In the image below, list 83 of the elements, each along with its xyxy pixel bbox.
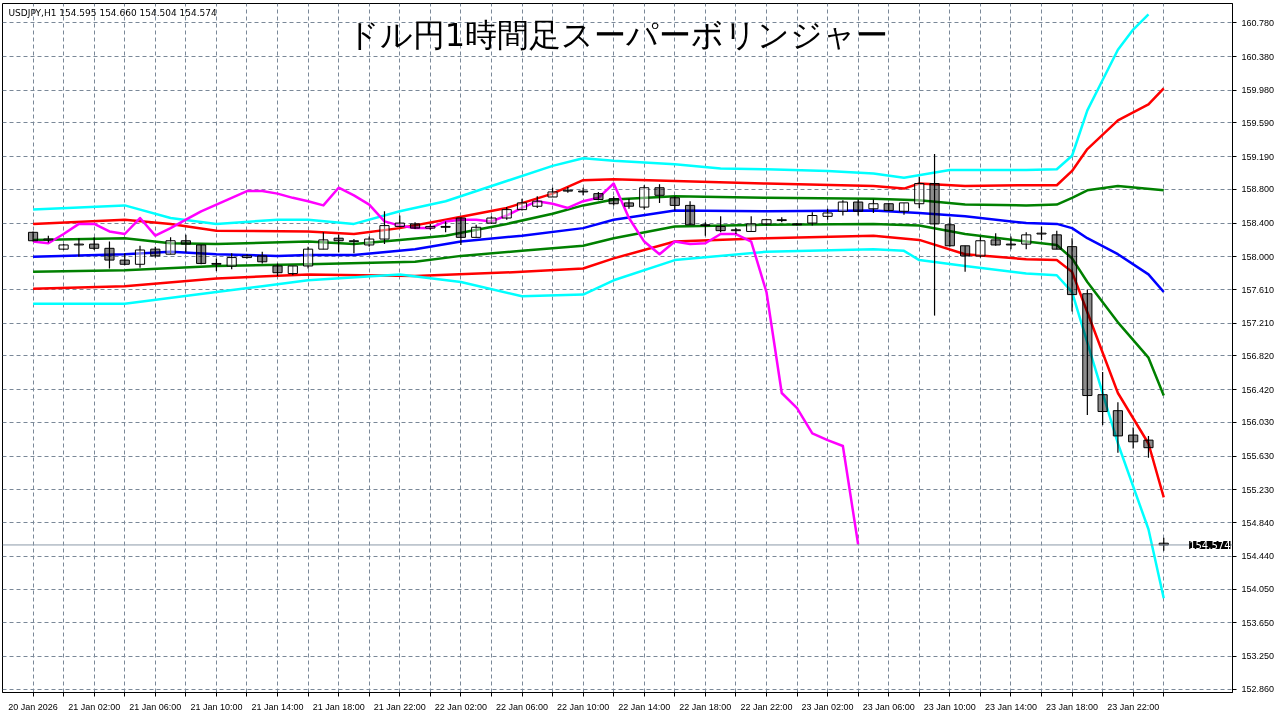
candlestick: [104, 240, 115, 270]
y-tick-label: 159.190: [1241, 151, 1275, 162]
candlestick: [516, 198, 528, 212]
line-series: [31, 182, 860, 546]
x-tick-label: 21 Jan 22:00: [373, 701, 426, 712]
x-tick-label: 23 Jan 22:00: [1107, 701, 1160, 712]
x-tick-label: 22 Jan 14:00: [618, 701, 671, 712]
x-tick-label: 22 Jan 02:00: [434, 701, 487, 712]
x-tick-label: 20 Jan 2026: [8, 701, 58, 712]
candlestick: [1005, 235, 1017, 250]
y-tick-label: 159.590: [1241, 117, 1275, 128]
candlestick: [944, 216, 955, 248]
candlestick: [409, 221, 421, 230]
x-tick-label: 21 Jan 10:00: [190, 701, 243, 712]
candlestick: [455, 216, 466, 246]
x-tick-label: 21 Jan 18:00: [312, 701, 365, 712]
y-tick-label: 153.250: [1241, 651, 1275, 662]
y-tick-label: 157.610: [1241, 284, 1275, 295]
y-tick-label: 154.050: [1241, 584, 1275, 595]
candlestick: [1143, 435, 1154, 459]
candlestick: [960, 245, 971, 273]
candlestick: [27, 230, 39, 243]
candlestick: [975, 235, 986, 259]
x-tick-label: 22 Jan 18:00: [679, 701, 732, 712]
x-tick-label: 21 Jan 14:00: [251, 701, 304, 712]
candlestick: [348, 238, 360, 254]
y-tick-label: 153.650: [1241, 617, 1275, 628]
candlestick: [1128, 426, 1139, 450]
x-tick-label: 23 Jan 14:00: [984, 701, 1037, 712]
candlestick: [791, 222, 803, 227]
candlestick: [134, 245, 146, 269]
candlestick: [730, 227, 741, 235]
y-tick-label: 160.780: [1241, 17, 1275, 28]
candlestick: [684, 200, 696, 226]
candlestick: [898, 202, 910, 216]
y-tick-label: 152.860: [1241, 684, 1275, 695]
candlestick: [303, 246, 314, 270]
x-tick-label: 22 Jan 22:00: [740, 701, 793, 712]
x-tick-label: 23 Jan 06:00: [862, 701, 915, 712]
candlestick: [1066, 237, 1078, 312]
y-tick-label: 158.800: [1241, 184, 1275, 195]
line-series: [31, 87, 1165, 236]
y-tick-label: 154.440: [1241, 551, 1275, 562]
candlestick: [639, 184, 650, 211]
x-tick-label: 23 Jan 02:00: [801, 701, 854, 712]
line-series: [31, 247, 1165, 600]
candlestick: [929, 153, 940, 317]
line-series: [31, 222, 1165, 397]
candlestick: [837, 199, 848, 217]
ref-line-label: 154.574: [1189, 539, 1231, 551]
y-tick-label: 159.980: [1241, 85, 1275, 96]
y-tick-label: 160.380: [1241, 51, 1275, 62]
y-tick-label: 158.000: [1241, 251, 1275, 262]
y-tick-label: 155.630: [1241, 451, 1275, 462]
candlestick: [1082, 288, 1093, 416]
y-tick-label: 158.400: [1241, 218, 1275, 229]
candlestick: [379, 210, 390, 245]
candlestick: [1097, 371, 1108, 426]
candlestick: [578, 187, 589, 196]
x-tick-label: 21 Jan 06:00: [129, 701, 182, 712]
y-tick-label: 156.420: [1241, 384, 1275, 395]
x-tick-label: 22 Jan 10:00: [557, 701, 610, 712]
y-tick-label: 156.820: [1241, 350, 1275, 361]
x-tick-label: 22 Jan 06:00: [495, 701, 549, 712]
y-tick-label: 155.230: [1241, 484, 1275, 495]
y-tick-label: 157.210: [1241, 318, 1275, 329]
annotation: USDJPY,H1 154.595 154.660 154.504 154.574: [8, 7, 218, 18]
candlestick: [1112, 401, 1123, 454]
y-tick-label: 156.030: [1241, 417, 1275, 428]
line-series: [31, 234, 1165, 499]
candlestick: [654, 183, 665, 204]
candlestick: [196, 244, 207, 265]
x-tick-label: 23 Jan 10:00: [923, 701, 976, 712]
candlestick: [623, 198, 635, 210]
x-tick-label: 23 Jan 18:00: [1046, 701, 1099, 712]
chart-title: ドル円1時間足スーパーボリンジャー: [346, 15, 889, 54]
candlestick: [914, 176, 925, 209]
x-tick-label: 21 Jan 02:00: [68, 701, 121, 712]
candlestick: [180, 234, 191, 254]
candlestick: [241, 253, 253, 259]
candlestick: [73, 237, 84, 258]
candlestick: [1051, 230, 1062, 250]
y-tick-label: 154.840: [1241, 517, 1275, 528]
